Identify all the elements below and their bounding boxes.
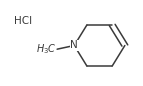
Text: $H_3C$: $H_3C$ [36,42,57,56]
Text: N: N [70,41,78,50]
Text: HCl: HCl [14,16,32,26]
